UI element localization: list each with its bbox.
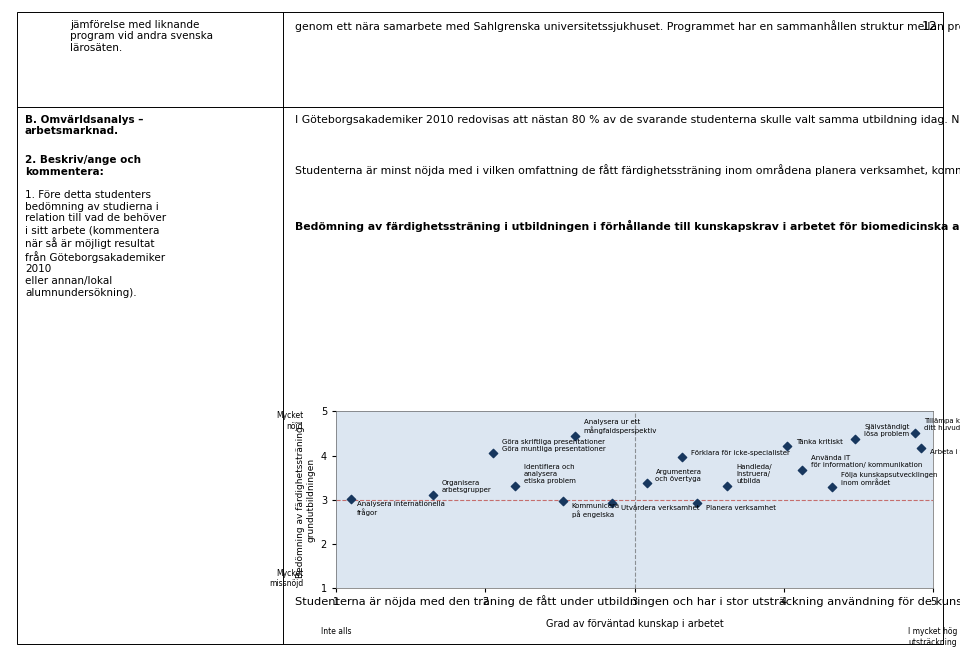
Text: genom ett nära samarbete med Sahlgrenska universitetssjukhuset. Programmet har e: genom ett nära samarbete med Sahlgrenska…: [295, 20, 960, 31]
X-axis label: Grad av förväntad kunskap i arbetet: Grad av förväntad kunskap i arbetet: [545, 619, 724, 628]
Point: [555, 496, 570, 506]
Text: Tillämpa kunskaper från
ditt huvudämne: Tillämpa kunskaper från ditt huvudämne: [924, 417, 960, 431]
Text: Mycket
missnöjd: Mycket missnöjd: [269, 569, 303, 588]
Text: jämförelse med liknande
program vid andra svenska
lärosäten.: jämförelse med liknande program vid andr…: [70, 20, 213, 53]
Text: Planera verksamhet: Planera verksamhet: [707, 504, 777, 511]
Point: [425, 489, 441, 500]
Point: [567, 430, 583, 441]
Text: Utvärdera verksamhet: Utvärdera verksamhet: [621, 505, 700, 511]
Point: [914, 442, 929, 453]
Text: Bedömning av färdighetssträning i utbildningen i förhållande till kunskapskrav i: Bedömning av färdighetssträning i utbild…: [295, 220, 960, 232]
Text: Studenterna är minst nöjda med i vilken omfattning de fått färdighetssträning in: Studenterna är minst nöjda med i vilken …: [295, 164, 960, 176]
Point: [907, 427, 923, 438]
Point: [638, 478, 654, 488]
Point: [794, 464, 809, 475]
Text: Självständigt
lösa problem: Självständigt lösa problem: [864, 424, 910, 438]
Text: Handleda/
Instruera/
utbilda: Handleda/ Instruera/ utbilda: [736, 464, 772, 484]
Text: 12: 12: [923, 20, 938, 33]
Point: [780, 441, 795, 451]
Text: Arbeta i team/samarbete: Arbeta i team/samarbete: [930, 449, 960, 455]
Text: Argumentera
och övertyga: Argumentera och övertyga: [656, 469, 702, 482]
Text: Förklara för icke-specialister: Förklara för icke-specialister: [691, 449, 790, 455]
Text: I Göteborgsakademiker 2010 redovisas att nästan 80 % av de svarande studenterna : I Göteborgsakademiker 2010 redovisas att…: [295, 115, 960, 125]
Point: [605, 498, 620, 508]
Text: Inte alls: Inte alls: [321, 627, 351, 636]
Text: Analysera ur ett
mångfaldsperspektiv: Analysera ur ett mångfaldsperspektiv: [584, 419, 658, 434]
Point: [344, 494, 359, 504]
Text: Följa kunskapsutvecklingen
inom området: Följa kunskapsutvecklingen inom området: [841, 472, 937, 486]
Text: Mycket
nöjd: Mycket nöjd: [276, 411, 303, 431]
Point: [508, 480, 523, 491]
Point: [485, 448, 500, 459]
Text: B. Omvärldsanalys –
arbetsmarknad.: B. Omvärldsanalys – arbetsmarknad.: [25, 115, 143, 136]
Text: Organisera
arbetsgrupper: Organisera arbetsgrupper: [442, 480, 492, 493]
Text: Analysera internationella
frågor: Analysera internationella frågor: [357, 501, 444, 516]
Text: Tänka kritiskt: Tänka kritiskt: [796, 438, 843, 445]
Text: 2. Beskriv/ange och
kommentera:: 2. Beskriv/ange och kommentera:: [25, 155, 141, 177]
Point: [824, 482, 839, 493]
Text: Använda IT
för information/ kommunikation: Använda IT för information/ kommunikatio…: [810, 455, 923, 468]
Point: [719, 480, 734, 491]
Y-axis label: Bedömning av färdighetssträning i
grundutbildningen: Bedömning av färdighetssträning i grundu…: [296, 421, 315, 579]
Text: I mycket hög
utsträckning: I mycket hög utsträckning: [908, 627, 958, 647]
Text: Kommunicera
på engelska: Kommunicera på engelska: [572, 503, 620, 518]
Point: [675, 452, 690, 462]
Text: Göra skriftliga presentationer
Göra muntliga presentationer: Göra skriftliga presentationer Göra munt…: [502, 439, 606, 452]
Point: [689, 498, 705, 508]
Text: Identifiera och
analysera
etiska problem: Identifiera och analysera etiska problem: [524, 464, 576, 484]
Text: Studenterna är nöjda med den träning de fått under utbildningen och har i stor u: Studenterna är nöjda med den träning de …: [295, 595, 960, 607]
Point: [848, 434, 863, 444]
Text: 1. Före detta studenters
bedömning av studierna i
relation till vad de behöver
i: 1. Före detta studenters bedömning av st…: [25, 190, 166, 298]
